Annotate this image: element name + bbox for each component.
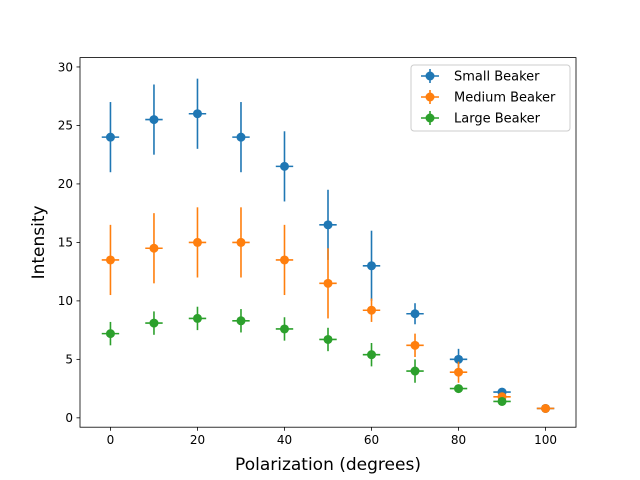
data-point <box>367 350 377 360</box>
series-2 <box>101 306 511 406</box>
data-point <box>105 329 115 339</box>
x-tick-label: 0 <box>107 433 115 447</box>
data-point <box>279 324 289 334</box>
y-tick-label: 20 <box>58 177 73 191</box>
x-axis-label: Polarization (degrees) <box>235 455 421 475</box>
data-point <box>105 255 115 265</box>
legend-label: Medium Beaker <box>454 91 556 106</box>
data-point <box>149 115 159 125</box>
x-tick-label: 20 <box>190 433 205 447</box>
data-point <box>541 403 551 413</box>
legend: Small Beaker Medium Beaker Large Beaker <box>410 64 571 132</box>
data-point <box>367 261 377 271</box>
x-tick-label: 100 <box>534 433 557 447</box>
data-point <box>105 132 115 142</box>
y-tick-label: 5 <box>65 353 73 367</box>
data-point <box>367 305 377 315</box>
data-point <box>410 309 420 319</box>
legend-marker <box>425 92 435 102</box>
data-point <box>149 318 159 328</box>
data-point <box>192 237 202 247</box>
series-0 <box>101 78 555 413</box>
y-tick-label: 10 <box>58 294 73 308</box>
data-point <box>236 316 246 326</box>
series-1 <box>101 207 555 413</box>
data-point <box>323 334 333 344</box>
data-point <box>279 255 289 265</box>
y-tick-label: 30 <box>58 60 73 74</box>
y-tick-label: 25 <box>58 119 73 133</box>
legend-marker <box>425 71 435 81</box>
y-axis-label: Intensity <box>29 205 49 279</box>
legend-box <box>410 64 571 132</box>
data-point <box>497 396 507 406</box>
x-tick-label: 40 <box>277 433 292 447</box>
legend-marker <box>425 113 435 123</box>
legend-label: Small Beaker <box>454 70 540 85</box>
data-layer <box>101 78 555 413</box>
data-point <box>323 278 333 288</box>
x-tick-label: 60 <box>364 433 379 447</box>
data-point <box>192 109 202 119</box>
data-point <box>454 384 464 394</box>
x-tick-label: 80 <box>451 433 466 447</box>
data-point <box>410 340 420 350</box>
data-point <box>323 220 333 230</box>
y-tick-label: 0 <box>65 411 73 425</box>
data-point <box>236 132 246 142</box>
legend-label: Large Beaker <box>454 112 541 127</box>
y-tick-label: 15 <box>58 236 73 250</box>
axes-layer: 0 20 40 60 80 100 0 5 10 15 20 25 30 <box>58 57 577 447</box>
data-point <box>279 161 289 171</box>
data-point <box>149 243 159 253</box>
data-point <box>236 237 246 247</box>
data-point <box>192 313 202 323</box>
data-point <box>454 367 464 377</box>
data-point <box>454 354 464 364</box>
data-point <box>410 366 420 376</box>
